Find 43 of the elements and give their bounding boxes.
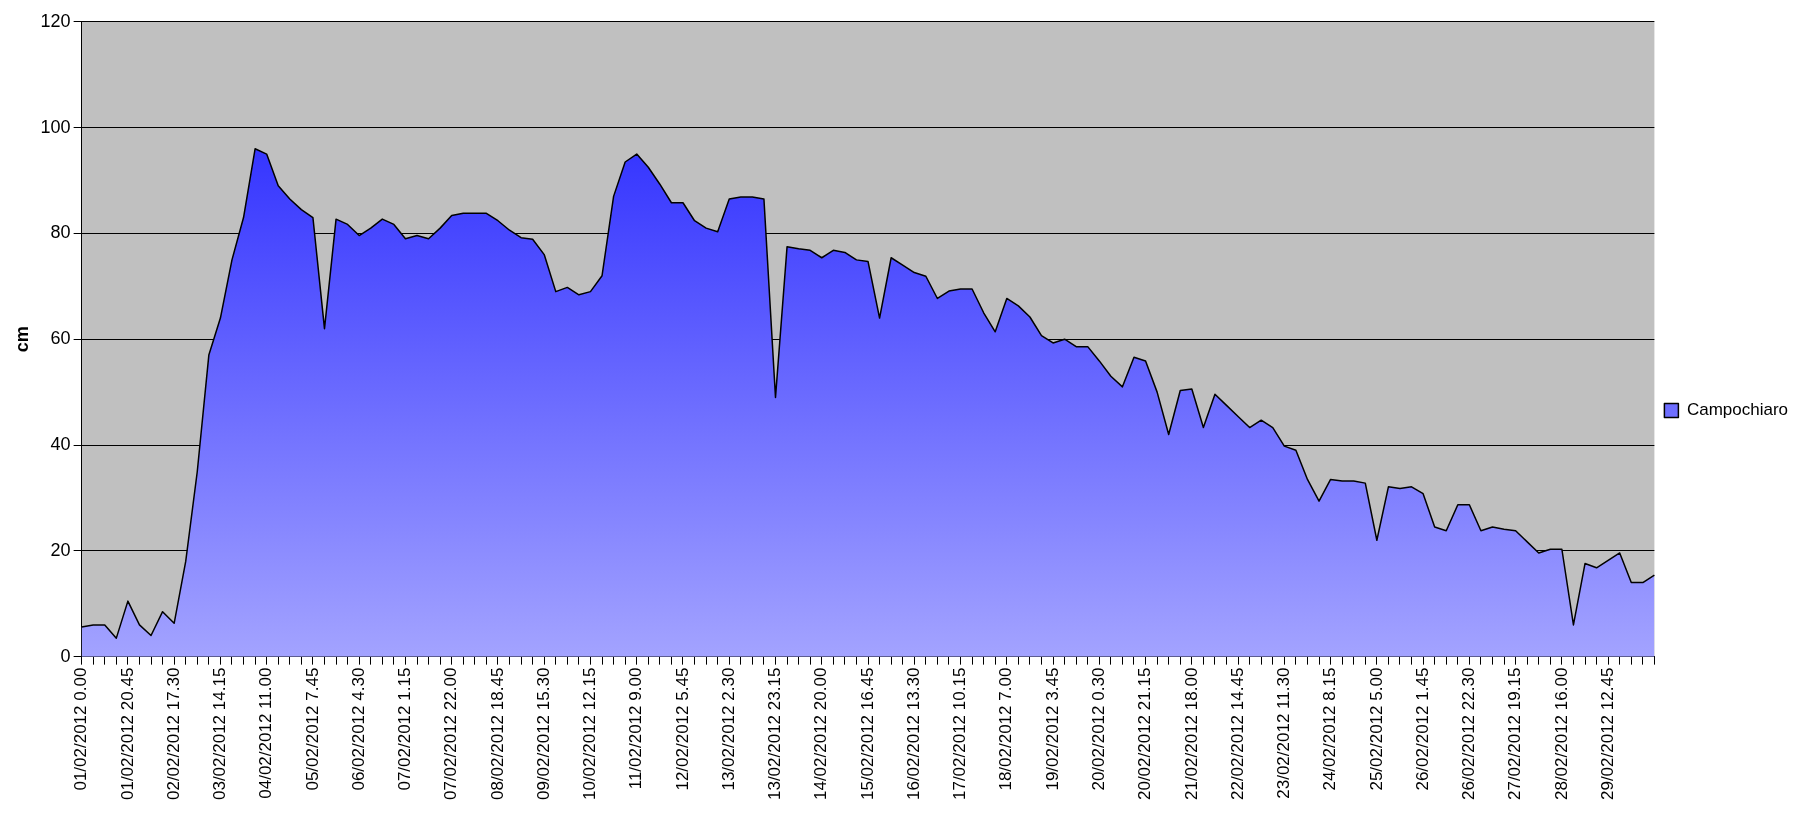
x-tick-label: 12/02/2012 5.45 <box>672 667 692 791</box>
x-tick-label: 15/02/2012 16.45 <box>857 667 877 801</box>
x-tick-label: 09/02/2012 15.30 <box>533 667 553 801</box>
y-tick-label: 120 <box>40 10 71 31</box>
x-tick-label: 20/02/2012 21.15 <box>1135 667 1155 801</box>
y-tick-label: 100 <box>40 116 71 137</box>
x-tick-label: 23/02/2012 11.30 <box>1274 667 1294 799</box>
legend-label: Campochiaro <box>1686 400 1789 420</box>
x-tick-label: 11/02/2012 9.00 <box>626 667 646 790</box>
x-tick-label: 14/02/2012 20.00 <box>811 667 831 801</box>
y-tick-label: 40 <box>50 434 71 454</box>
x-tick-label: 18/02/2012 7.00 <box>996 667 1016 791</box>
x-tick-label: 10/02/2012 12.15 <box>580 667 600 801</box>
x-tick-label: 13/02/2012 23.15 <box>765 667 785 801</box>
x-tick-label: 22/02/2012 14.45 <box>1227 667 1247 801</box>
y-tick-label: 60 <box>50 328 71 349</box>
x-tick-label: 07/02/2012 22.00 <box>441 667 461 801</box>
x-tick-label: 26/02/2012 22.30 <box>1459 667 1479 801</box>
x-tick-label: 02/02/2012 17.30 <box>163 667 183 801</box>
x-tick-label: 29/02/2012 12.45 <box>1597 667 1617 801</box>
y-axis-title: cm <box>11 326 32 353</box>
x-tick-label: 08/02/2012 18.45 <box>487 667 507 801</box>
x-tick-label: 19/02/2012 3.45 <box>1042 667 1062 791</box>
x-tick-label: 04/02/2012 11.00 <box>256 667 276 799</box>
x-tick-label: 16/02/2012 13.30 <box>903 667 923 801</box>
x-tick-label: 03/02/2012 14.15 <box>210 667 230 801</box>
y-tick-label: 20 <box>50 539 71 560</box>
x-tick-label: 13/02/2012 2.30 <box>718 667 738 791</box>
y-tick-label: 80 <box>50 222 71 243</box>
x-tick-label: 28/02/2012 16.00 <box>1551 667 1571 801</box>
x-tick-label: 27/02/2012 19.15 <box>1505 667 1525 801</box>
x-tick-label: 05/02/2012 7.45 <box>302 667 322 791</box>
x-tick-label: 26/02/2012 1.45 <box>1412 667 1432 791</box>
x-tick-label: 06/02/2012 4.30 <box>348 667 368 791</box>
x-tick-label: 01/02/2012 20.45 <box>117 667 137 801</box>
x-tick-label: 07/02/2012 1.15 <box>395 667 415 791</box>
x-tick-label: 25/02/2012 5.00 <box>1366 667 1386 791</box>
x-tick-label: 24/02/2012 8.15 <box>1320 667 1340 791</box>
y-tick-label: 0 <box>60 645 71 666</box>
x-tick-label: 20/02/2012 0.30 <box>1088 667 1108 791</box>
x-tick-label: 21/02/2012 18.00 <box>1181 667 1201 801</box>
x-tick-label: 01/02/2012 0.00 <box>71 667 91 791</box>
x-tick-label: 17/02/2012 10.15 <box>950 667 970 801</box>
